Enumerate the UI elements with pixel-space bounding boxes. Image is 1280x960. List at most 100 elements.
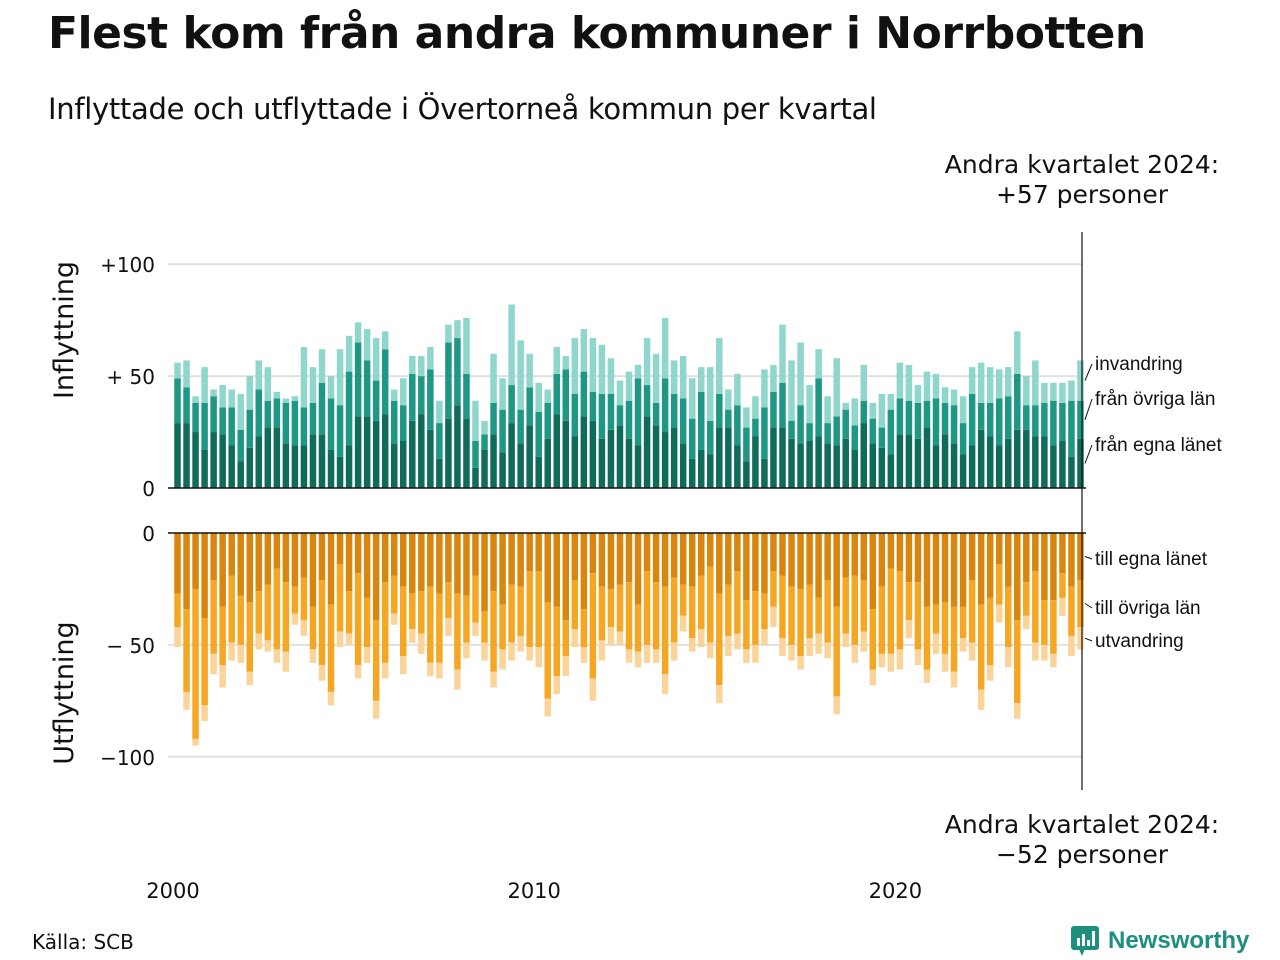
bar-till-egna-länet <box>616 533 624 585</box>
bar-till-övriga-län <box>327 604 335 692</box>
bar-till-egna-länet <box>914 533 922 583</box>
bar-till-egna-länet <box>381 533 389 583</box>
bar-utvandring <box>409 629 416 643</box>
bar-till-egna-länet <box>986 533 994 598</box>
bar-till-övriga-län <box>381 582 389 663</box>
bar-till-egna-länet <box>761 533 768 594</box>
bar-från-egna-länet <box>634 445 642 488</box>
bar-till-egna-länet <box>210 533 217 580</box>
bar-till-egna-länet <box>625 533 633 583</box>
bar-till-övriga-län <box>869 609 877 670</box>
bar-invandring <box>472 400 479 441</box>
bar-från-egna-länet <box>1023 429 1030 488</box>
bar-utvandring <box>201 705 208 721</box>
callout-bottom: Andra kvartalet 2024: −52 personer <box>922 810 1242 870</box>
bar-invandring <box>607 358 615 395</box>
bar-till-egna-länet <box>806 533 813 585</box>
bar-utvandring <box>1041 644 1048 661</box>
x-tick-label: 2020 <box>869 879 922 903</box>
bar-från-egna-länet <box>607 429 615 488</box>
bar-utvandring <box>1032 642 1039 661</box>
bar-invandring <box>445 324 452 343</box>
bar-till-egna-länet <box>788 533 795 587</box>
bar-till-egna-länet <box>454 533 461 594</box>
bar-från-egna-länet <box>941 434 949 488</box>
bar-till-övriga-län <box>968 580 976 643</box>
bar-invandring <box>490 353 497 403</box>
bar-från-egna-länet <box>968 445 976 488</box>
bar-invandring <box>1014 331 1021 374</box>
bar-från-övriga-län <box>1014 373 1021 430</box>
bar-till-egna-länet <box>977 533 985 605</box>
bar-utvandring <box>183 691 190 710</box>
bar-till-egna-länet <box>887 533 895 569</box>
bar-invandring <box>707 367 714 421</box>
bar-till-övriga-län <box>526 571 533 648</box>
bar-invandring <box>679 355 687 399</box>
bar-till-övriga-län <box>824 580 831 643</box>
bar-från-egna-länet <box>345 445 353 488</box>
x-tick-label: 2000 <box>146 879 199 903</box>
bar-invandring <box>544 389 551 403</box>
bar-från-övriga-län <box>562 369 570 421</box>
bar-invandring <box>716 338 723 394</box>
bar-till-övriga-län <box>770 571 777 607</box>
bar-till-egna-länet <box>553 533 561 607</box>
brand-logo: Newsworthy <box>1070 924 1249 958</box>
bar-från-övriga-län <box>679 398 687 444</box>
bar-från-övriga-län <box>697 391 705 450</box>
bar-utvandring <box>986 665 994 681</box>
legend-label-från-övriga-län: från övriga län <box>1095 389 1215 410</box>
bar-från-egna-länet <box>228 445 235 488</box>
bar-till-övriga-län <box>481 611 488 643</box>
bar-utvandring <box>752 644 759 663</box>
bottom-axis-title: Utflyttning <box>49 621 80 764</box>
bar-till-egna-länet <box>499 533 506 605</box>
bar-till-övriga-län <box>779 575 786 639</box>
bar-till-egna-länet <box>959 533 967 607</box>
bar-utvandring <box>300 620 308 636</box>
bar-från-övriga-län <box>363 360 371 417</box>
bar-utvandring <box>779 638 786 657</box>
bar-till-övriga-län <box>1014 620 1021 704</box>
bar-till-övriga-län <box>318 580 326 666</box>
bar-från-egna-länet <box>707 454 714 488</box>
bar-utvandring <box>255 633 263 650</box>
bar-invandring <box>264 367 272 401</box>
bar-utvandring <box>526 647 533 661</box>
legend-label-invandring: invandring <box>1095 354 1183 375</box>
bar-invandring <box>1059 382 1066 403</box>
bar-invandring <box>535 382 542 412</box>
bar-från-övriga-län <box>607 394 615 430</box>
bar-utvandring <box>679 615 687 632</box>
bar-till-egna-länet <box>1014 533 1021 621</box>
bar-från-egna-länet <box>914 438 922 488</box>
bar-invandring <box>192 396 199 403</box>
bar-till-egna-länet <box>318 533 326 580</box>
bar-från-övriga-län <box>851 425 858 450</box>
bar-invandring <box>652 353 660 403</box>
bar-invandring <box>1068 380 1075 401</box>
bar-från-egna-länet <box>481 449 488 488</box>
bar-till-egna-länet <box>463 533 470 596</box>
bar-invandring <box>752 396 759 419</box>
bar-från-egna-länet <box>923 427 931 488</box>
bar-från-egna-länet <box>174 423 181 488</box>
bar-till-egna-länet <box>860 533 868 580</box>
bar-från-övriga-län <box>986 402 994 437</box>
bar-från-övriga-län <box>291 400 299 446</box>
bar-från-egna-länet <box>589 420 597 488</box>
bar-invandring <box>860 364 868 401</box>
bar-utvandring <box>192 738 199 746</box>
bar-invandring <box>995 369 1003 399</box>
bar-utvandring <box>1068 635 1075 657</box>
bar-till-övriga-län <box>571 580 579 630</box>
bar-från-övriga-län <box>842 409 849 439</box>
bar-till-övriga-län <box>761 593 768 630</box>
bar-utvandring <box>697 629 705 648</box>
bar-invandring <box>905 364 913 401</box>
bar-från-egna-länet <box>291 445 299 488</box>
bar-från-övriga-län <box>219 407 226 435</box>
bar-utvandring <box>761 629 768 645</box>
bar-utvandring <box>463 642 470 659</box>
